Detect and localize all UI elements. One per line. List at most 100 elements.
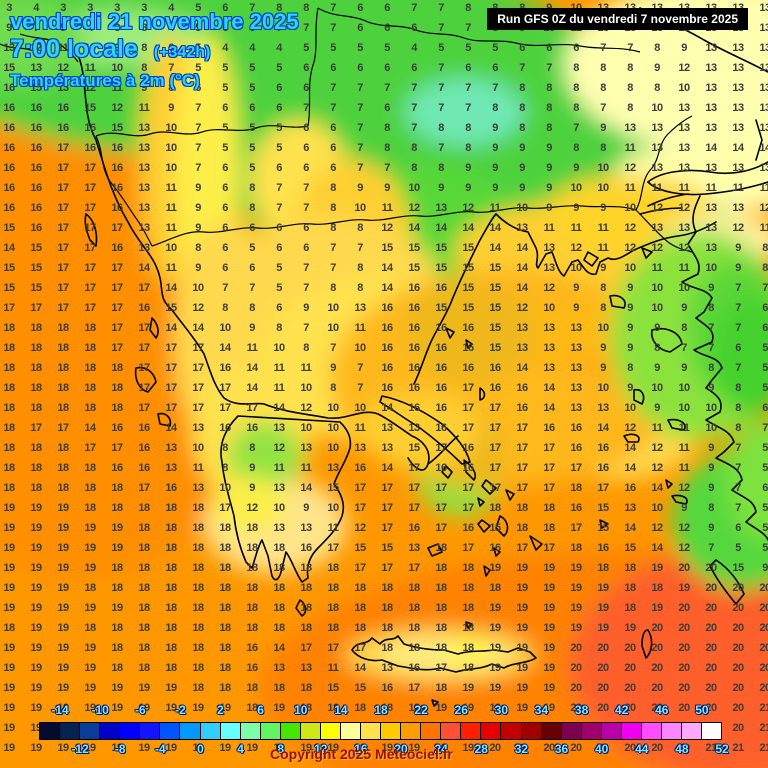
- temp-value: 6: [222, 22, 228, 34]
- temp-value: 7: [600, 42, 606, 54]
- temp-value: 10: [219, 482, 231, 494]
- temp-value: 16: [219, 362, 231, 374]
- temp-value: 16: [462, 342, 474, 354]
- temp-value: 16: [381, 382, 393, 394]
- temp-value: 9: [654, 62, 660, 74]
- temp-value: 18: [381, 702, 393, 714]
- scale-label: 8: [277, 742, 285, 756]
- temp-value: 11: [759, 222, 768, 234]
- temp-value: 16: [3, 162, 15, 174]
- temp-value: 9: [519, 182, 525, 194]
- temp-value: 8: [600, 62, 606, 74]
- temp-value: 3: [60, 2, 66, 14]
- scale-cell: [600, 722, 622, 740]
- scale-label: 52: [715, 742, 729, 756]
- temp-value: 7: [411, 102, 417, 114]
- scale-label: 38: [574, 703, 589, 717]
- temp-value: 4: [168, 2, 174, 14]
- temp-value: 5: [249, 162, 255, 174]
- temp-value: 17: [489, 422, 501, 434]
- temp-value: 12: [84, 82, 96, 94]
- temp-value: 17: [57, 242, 69, 254]
- temp-value: 11: [759, 182, 768, 194]
- temp-value: 11: [300, 462, 312, 474]
- temp-value: 12: [543, 282, 555, 294]
- temp-value: 15: [597, 502, 609, 514]
- temp-value: 6: [168, 42, 174, 54]
- temp-value: 11: [381, 202, 393, 214]
- temp-value: 19: [219, 702, 231, 714]
- temp-value: 8: [519, 82, 525, 94]
- scale-cell: [119, 722, 141, 740]
- temp-value: 9: [492, 182, 498, 194]
- temp-value: 18: [543, 502, 555, 514]
- temp-value: 18: [246, 602, 258, 614]
- temp-value: 10: [354, 342, 366, 354]
- temp-value: 5: [60, 22, 66, 34]
- temp-value: 9: [6, 22, 12, 34]
- temp-value: 7: [195, 142, 201, 154]
- temp-value: 19: [57, 662, 69, 674]
- temp-value: 16: [57, 102, 69, 114]
- temp-value: 20: [705, 562, 717, 574]
- temp-value: 5: [303, 42, 309, 54]
- temp-value: 16: [408, 322, 420, 334]
- temp-value: 9: [627, 342, 633, 354]
- temp-value: 13: [759, 22, 768, 34]
- temp-value: 8: [627, 102, 633, 114]
- temp-value: 7: [357, 362, 363, 374]
- scale-label: 2: [217, 703, 224, 717]
- temp-value: 7: [519, 62, 525, 74]
- temp-value: 13: [165, 462, 177, 474]
- temp-value: 16: [354, 462, 366, 474]
- temp-value: 17: [84, 442, 96, 454]
- temp-value: 8: [519, 102, 525, 114]
- temp-value: 17: [489, 402, 501, 414]
- temp-value: 8: [708, 502, 714, 514]
- scale-label: -10: [91, 703, 109, 717]
- temp-value: 13: [705, 62, 717, 74]
- temp-value: 6: [546, 42, 552, 54]
- temp-value: 20: [678, 702, 690, 714]
- scale-cell: [520, 722, 542, 740]
- temp-value: 12: [516, 302, 528, 314]
- temp-value: 6: [330, 142, 336, 154]
- temp-value: 9: [654, 362, 660, 374]
- temp-value: 16: [489, 362, 501, 374]
- temp-value: 19: [3, 562, 15, 574]
- temp-value: 19: [516, 582, 528, 594]
- temp-value: 13: [381, 442, 393, 454]
- temp-value: 17: [84, 182, 96, 194]
- temp-value: 20: [651, 662, 663, 674]
- temp-value: 17: [111, 342, 123, 354]
- temp-value: 21: [759, 702, 768, 714]
- temp-value: 18: [3, 342, 15, 354]
- temp-value: 17: [138, 382, 150, 394]
- temp-value: 10: [273, 502, 285, 514]
- temp-value: 18: [84, 502, 96, 514]
- temp-value: 8: [330, 222, 336, 234]
- temp-value: 9: [195, 222, 201, 234]
- temp-value: 12: [408, 202, 420, 214]
- temp-value: 15: [30, 282, 42, 294]
- temp-value: 8: [735, 422, 741, 434]
- temp-value: 18: [84, 362, 96, 374]
- temp-value: 8: [276, 322, 282, 334]
- temp-value: 17: [381, 522, 393, 534]
- temp-value: 19: [516, 702, 528, 714]
- temp-value: 12: [624, 242, 636, 254]
- temp-value: 16: [570, 442, 582, 454]
- temp-value: 10: [678, 82, 690, 94]
- temp-value: 19: [516, 602, 528, 614]
- temp-value: 16: [30, 182, 42, 194]
- temp-value: 17: [84, 162, 96, 174]
- temp-value: 17: [111, 262, 123, 274]
- temp-value: 19: [3, 502, 15, 514]
- temp-value: 17: [138, 322, 150, 334]
- temp-value: 9: [546, 202, 552, 214]
- temp-value: 18: [84, 322, 96, 334]
- temp-value: 18: [111, 642, 123, 654]
- temp-value: 9: [681, 42, 687, 54]
- temp-value: 20: [732, 682, 744, 694]
- temp-value: 16: [435, 462, 447, 474]
